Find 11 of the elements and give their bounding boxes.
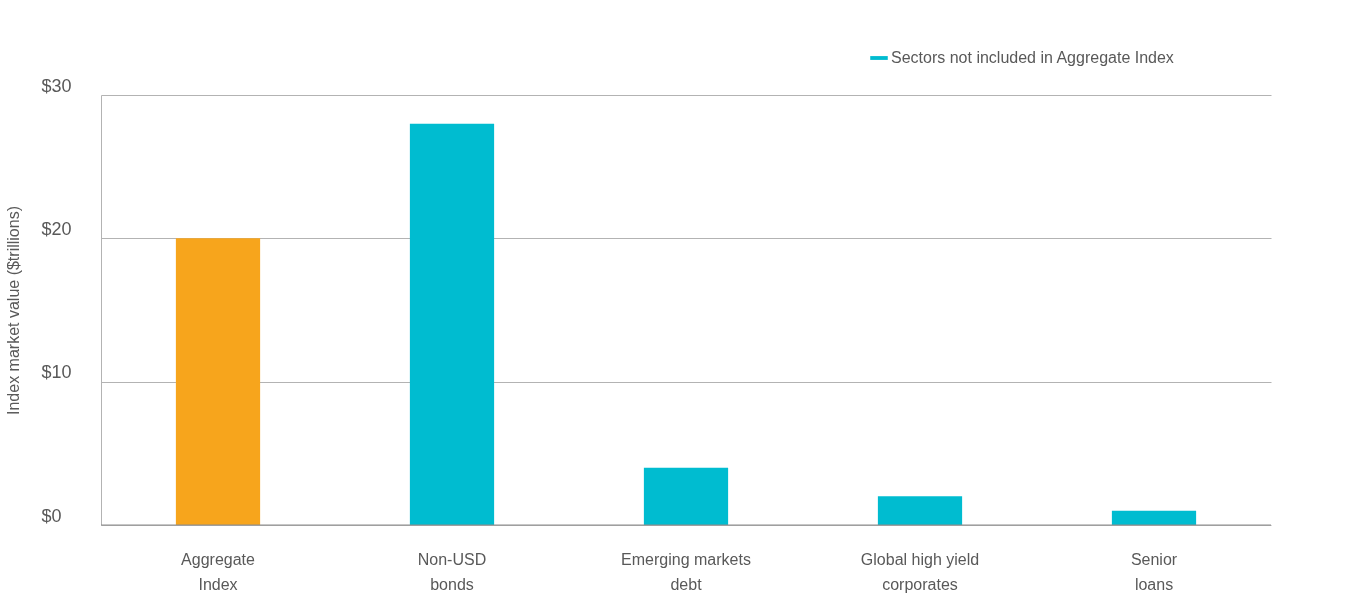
y-tick-label: $10 bbox=[41, 362, 72, 383]
y-tick-label: $30 bbox=[41, 75, 72, 96]
x-tick-label: Emerging markets debt bbox=[621, 550, 751, 593]
x-tick-label: Global high yield corporates bbox=[860, 550, 980, 593]
y-axis-title: Index market value ($trillions) bbox=[4, 206, 22, 415]
x-tick-label: Aggregate Index bbox=[181, 550, 256, 593]
y-tick-label: $0 bbox=[41, 505, 62, 526]
x-tick-label: Senior loans bbox=[1130, 550, 1178, 593]
y-tick-label: $20 bbox=[41, 218, 72, 239]
legend-label: Sectors not included in Aggregate Index bbox=[891, 49, 1174, 66]
x-tick-label: Non-USD bonds bbox=[417, 550, 487, 593]
